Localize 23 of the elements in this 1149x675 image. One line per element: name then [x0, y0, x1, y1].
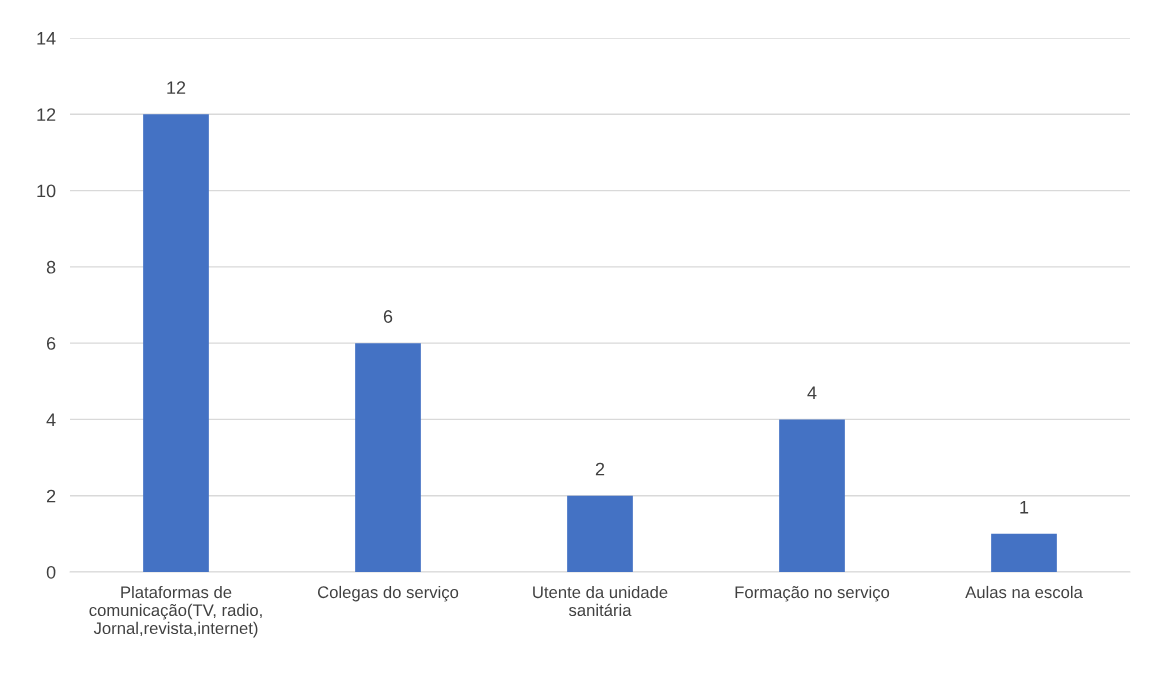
data-label: 6	[383, 310, 393, 323]
x-tick-label: Formação no serviço	[735, 585, 890, 602]
data-label: 4	[807, 386, 817, 400]
y-tick-label: 0	[46, 565, 56, 579]
y-tick-label: 6	[46, 337, 56, 350]
bar	[779, 419, 845, 572]
data-label: 2	[595, 462, 605, 476]
bar	[355, 343, 421, 572]
x-tick-label: Colegas do serviço	[317, 585, 459, 602]
bar	[567, 495, 633, 572]
data-label: 12	[167, 81, 186, 94]
x-tick-label: Aulas na escola	[965, 585, 1083, 599]
y-tick-label: 14	[37, 32, 56, 45]
y-tick-label: 12	[37, 108, 56, 121]
y-tick-label: 2	[46, 489, 56, 503]
y-tick-label: 8	[46, 260, 56, 274]
data-label: 1	[1020, 501, 1029, 514]
bar	[143, 114, 209, 572]
x-tick-label: Utente da unidade sanitária	[533, 585, 668, 617]
y-tick-label: 4	[46, 413, 56, 426]
bar	[991, 533, 1057, 572]
y-tick-label: 10	[37, 184, 56, 198]
x-tick-label: Plataformas de comunicação(TV, radio, Jornal,revista,internet)	[89, 585, 262, 638]
